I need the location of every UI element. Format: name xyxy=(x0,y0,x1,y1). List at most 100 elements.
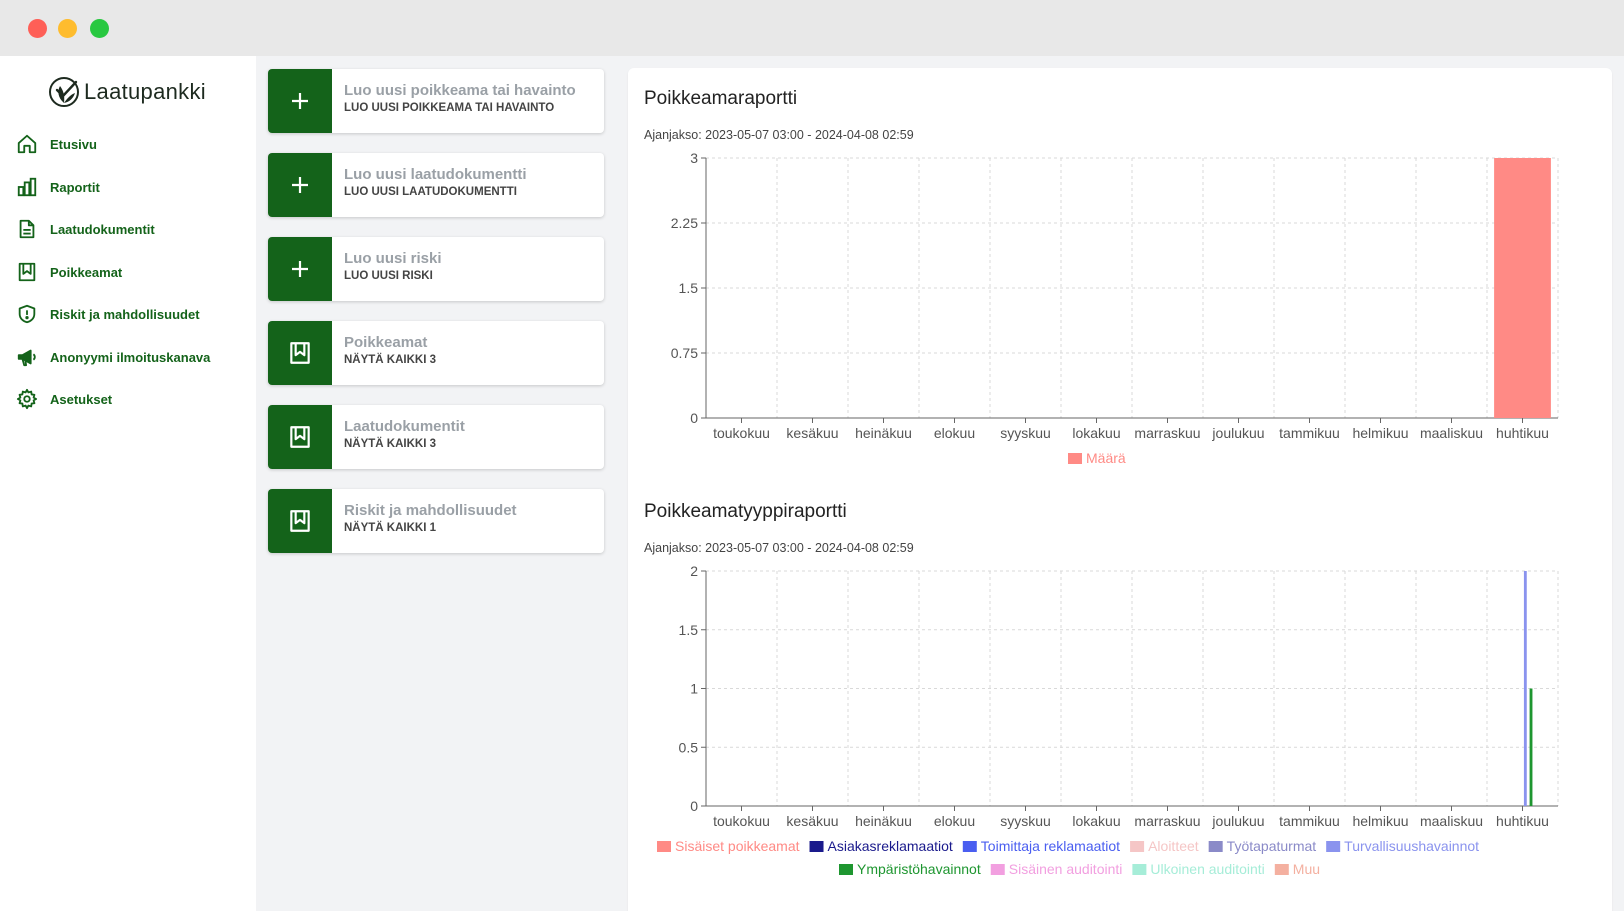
card-title: Riskit ja mahdollisuudet xyxy=(344,502,517,519)
legend-swatch xyxy=(1068,453,1082,464)
x-tick-label: helmikuu xyxy=(1352,813,1408,829)
bookmark-icon xyxy=(290,342,310,364)
legend-swatch xyxy=(1326,841,1341,852)
card-title: Poikkeamat xyxy=(344,334,428,351)
y-tick-label: 0 xyxy=(690,798,698,814)
y-tick-label: 0.5 xyxy=(679,739,699,755)
sidebar-item-anonyymi[interactable]: Anonyymi ilmoituskanava xyxy=(16,346,210,368)
legend-swatch xyxy=(1130,841,1145,852)
card-title: Luo uusi riski xyxy=(344,250,442,267)
sidebar-item-label: Raportit xyxy=(50,179,100,195)
legend-label: Määrä xyxy=(1086,450,1126,466)
home-icon xyxy=(17,134,37,154)
legend-label: Sisäinen auditointi xyxy=(1009,861,1123,877)
report-period: Ajanjakso: 2023-05-07 03:00 - 2024-04-08… xyxy=(644,128,914,142)
x-tick-label: marraskuu xyxy=(1134,425,1200,441)
card-subtitle: LUO UUSI LAATUDOKUMENTTI xyxy=(344,186,517,198)
gear-icon xyxy=(16,388,38,410)
deviations-card[interactable]: Poikkeamat NÄYTÄ KAIKKI 3 xyxy=(268,321,604,385)
card-subtitle: NÄYTÄ KAIKKI 3 xyxy=(344,438,437,450)
x-tick-label: elokuu xyxy=(934,425,975,441)
legend-label: Turvallisuushavainnot xyxy=(1344,838,1479,854)
document-icon xyxy=(19,219,35,239)
legend-label: Ulkoinen auditointi xyxy=(1150,861,1264,877)
legend-swatch xyxy=(809,841,824,852)
y-tick-label: 2 xyxy=(690,563,698,579)
create-deviation-card[interactable]: Luo uusi poikkeama tai havainto LUO UUSI … xyxy=(268,69,604,133)
x-tick-label: kesäkuu xyxy=(786,425,838,441)
card-subtitle: NÄYTÄ KAIKKI 1 xyxy=(344,522,437,534)
legend-swatch xyxy=(1208,841,1223,852)
sidebar-item-etusivu[interactable]: Etusivu xyxy=(16,133,97,155)
plus-icon xyxy=(292,93,308,109)
sidebar-item-riskit[interactable]: Riskit ja mahdollisuudet xyxy=(16,303,200,325)
legend-swatch xyxy=(1274,864,1289,875)
bar xyxy=(1523,571,1527,806)
logo-text: Laatupankki xyxy=(84,79,206,104)
risks-card[interactable]: Riskit ja mahdollisuudet NÄYTÄ KAIKKI 1 xyxy=(268,489,604,553)
legend-swatch xyxy=(657,841,671,852)
sidebar-item-label: Anonyymi ilmoituskanava xyxy=(50,349,211,365)
main-content: Luo uusi poikkeama tai havainto LUO UUSI … xyxy=(256,56,1624,911)
create-quality-document-card[interactable]: Luo uusi laatudokumentti LUO UUSI LAATUDO… xyxy=(268,153,604,217)
legend-label: Aloitteet xyxy=(1148,838,1199,854)
window-titlebar xyxy=(0,0,1624,56)
x-tick-label: huhtikuu xyxy=(1496,425,1549,441)
x-tick-label: marraskuu xyxy=(1134,813,1200,829)
legend-label: Työtapaturmat xyxy=(1227,838,1317,854)
bookmark-icon xyxy=(18,262,36,282)
x-tick-label: syyskuu xyxy=(1000,425,1051,441)
card-title: Luo uusi poikkeama tai havainto xyxy=(344,82,576,99)
x-tick-label: tammikuu xyxy=(1279,425,1340,441)
sidebar-item-label: Poikkeamat xyxy=(50,264,123,280)
deviation-type-report-chart: 0 0.5 1 1.5 2 toukokuu kesäkuu heinäkuu elokuu sy… xyxy=(657,563,1559,877)
bar xyxy=(1529,688,1533,806)
y-tick-label: 0 xyxy=(690,410,698,426)
x-tick-label: joulukuu xyxy=(1211,813,1264,829)
card-subtitle: NÄYTÄ KAIKKI 3 xyxy=(344,354,437,366)
x-tick-label: heinäkuu xyxy=(855,813,912,829)
x-tick-label: toukokuu xyxy=(713,813,770,829)
x-tick-label: kesäkuu xyxy=(786,813,838,829)
legend-label: Toimittaja reklamaatiot xyxy=(981,838,1120,854)
x-tick-label: tammikuu xyxy=(1279,813,1340,829)
card-title: Luo uusi laatudokumentti xyxy=(344,166,527,183)
bookmark-icon xyxy=(290,510,310,532)
x-tick-label: toukokuu xyxy=(713,425,770,441)
sidebar-item-laatudokumentit[interactable]: Laatudokumentit xyxy=(16,218,155,240)
x-tick-label: joulukuu xyxy=(1211,425,1264,441)
sidebar-item-asetukset[interactable]: Asetukset xyxy=(16,388,112,410)
quality-documents-card[interactable]: Laatudokumentit NÄYTÄ KAIKKI 3 xyxy=(268,405,604,469)
bar xyxy=(1494,158,1551,418)
report-title: Poikkeamaraportti xyxy=(644,88,798,109)
deviation-report-chart: 0 0.75 1.5 2.25 3 toukokuu kesäkuu heinäkuu elok… xyxy=(671,150,1559,466)
create-risk-card[interactable]: Luo uusi riski LUO UUSI RISKI xyxy=(268,237,604,301)
x-tick-label: syyskuu xyxy=(1000,813,1051,829)
y-tick-label: 1.5 xyxy=(679,280,699,296)
sidebar-item-label: Laatudokumentit xyxy=(50,221,155,237)
legend-label: Sisäiset poikkeamat xyxy=(675,838,800,854)
sidebar-item-label: Riskit ja mahdollisuudet xyxy=(50,306,200,322)
minimize-window-button[interactable] xyxy=(58,19,77,38)
legend-label: Asiakasreklamaatiot xyxy=(828,838,953,854)
card-subtitle: LUO UUSI RISKI xyxy=(344,270,433,282)
legend-label: Ympäristöhavainnot xyxy=(857,861,981,877)
report-title: Poikkeamatyyppiraportti xyxy=(644,501,847,522)
close-window-button[interactable] xyxy=(28,19,47,38)
sidebar: Laatupankki Etusivu Raportit Laatudokume… xyxy=(0,56,256,911)
legend-swatch xyxy=(1132,864,1147,875)
bar-chart-icon xyxy=(17,177,37,197)
bookmark-icon xyxy=(290,426,310,448)
legend-label: Muu xyxy=(1293,861,1320,877)
megaphone-icon xyxy=(17,349,36,367)
sidebar-item-label: Asetukset xyxy=(50,391,113,407)
sidebar-item-raportit[interactable]: Raportit xyxy=(16,176,100,198)
maximize-window-button[interactable] xyxy=(90,19,109,38)
x-tick-label: elokuu xyxy=(934,813,975,829)
y-tick-label: 3 xyxy=(690,150,698,166)
x-tick-label: maaliskuu xyxy=(1420,425,1483,441)
logo[interactable]: Laatupankki xyxy=(48,76,206,108)
legend-swatch xyxy=(990,864,1005,875)
sidebar-item-poikkeamat[interactable]: Poikkeamat xyxy=(16,261,122,283)
legend-swatch xyxy=(962,841,977,852)
